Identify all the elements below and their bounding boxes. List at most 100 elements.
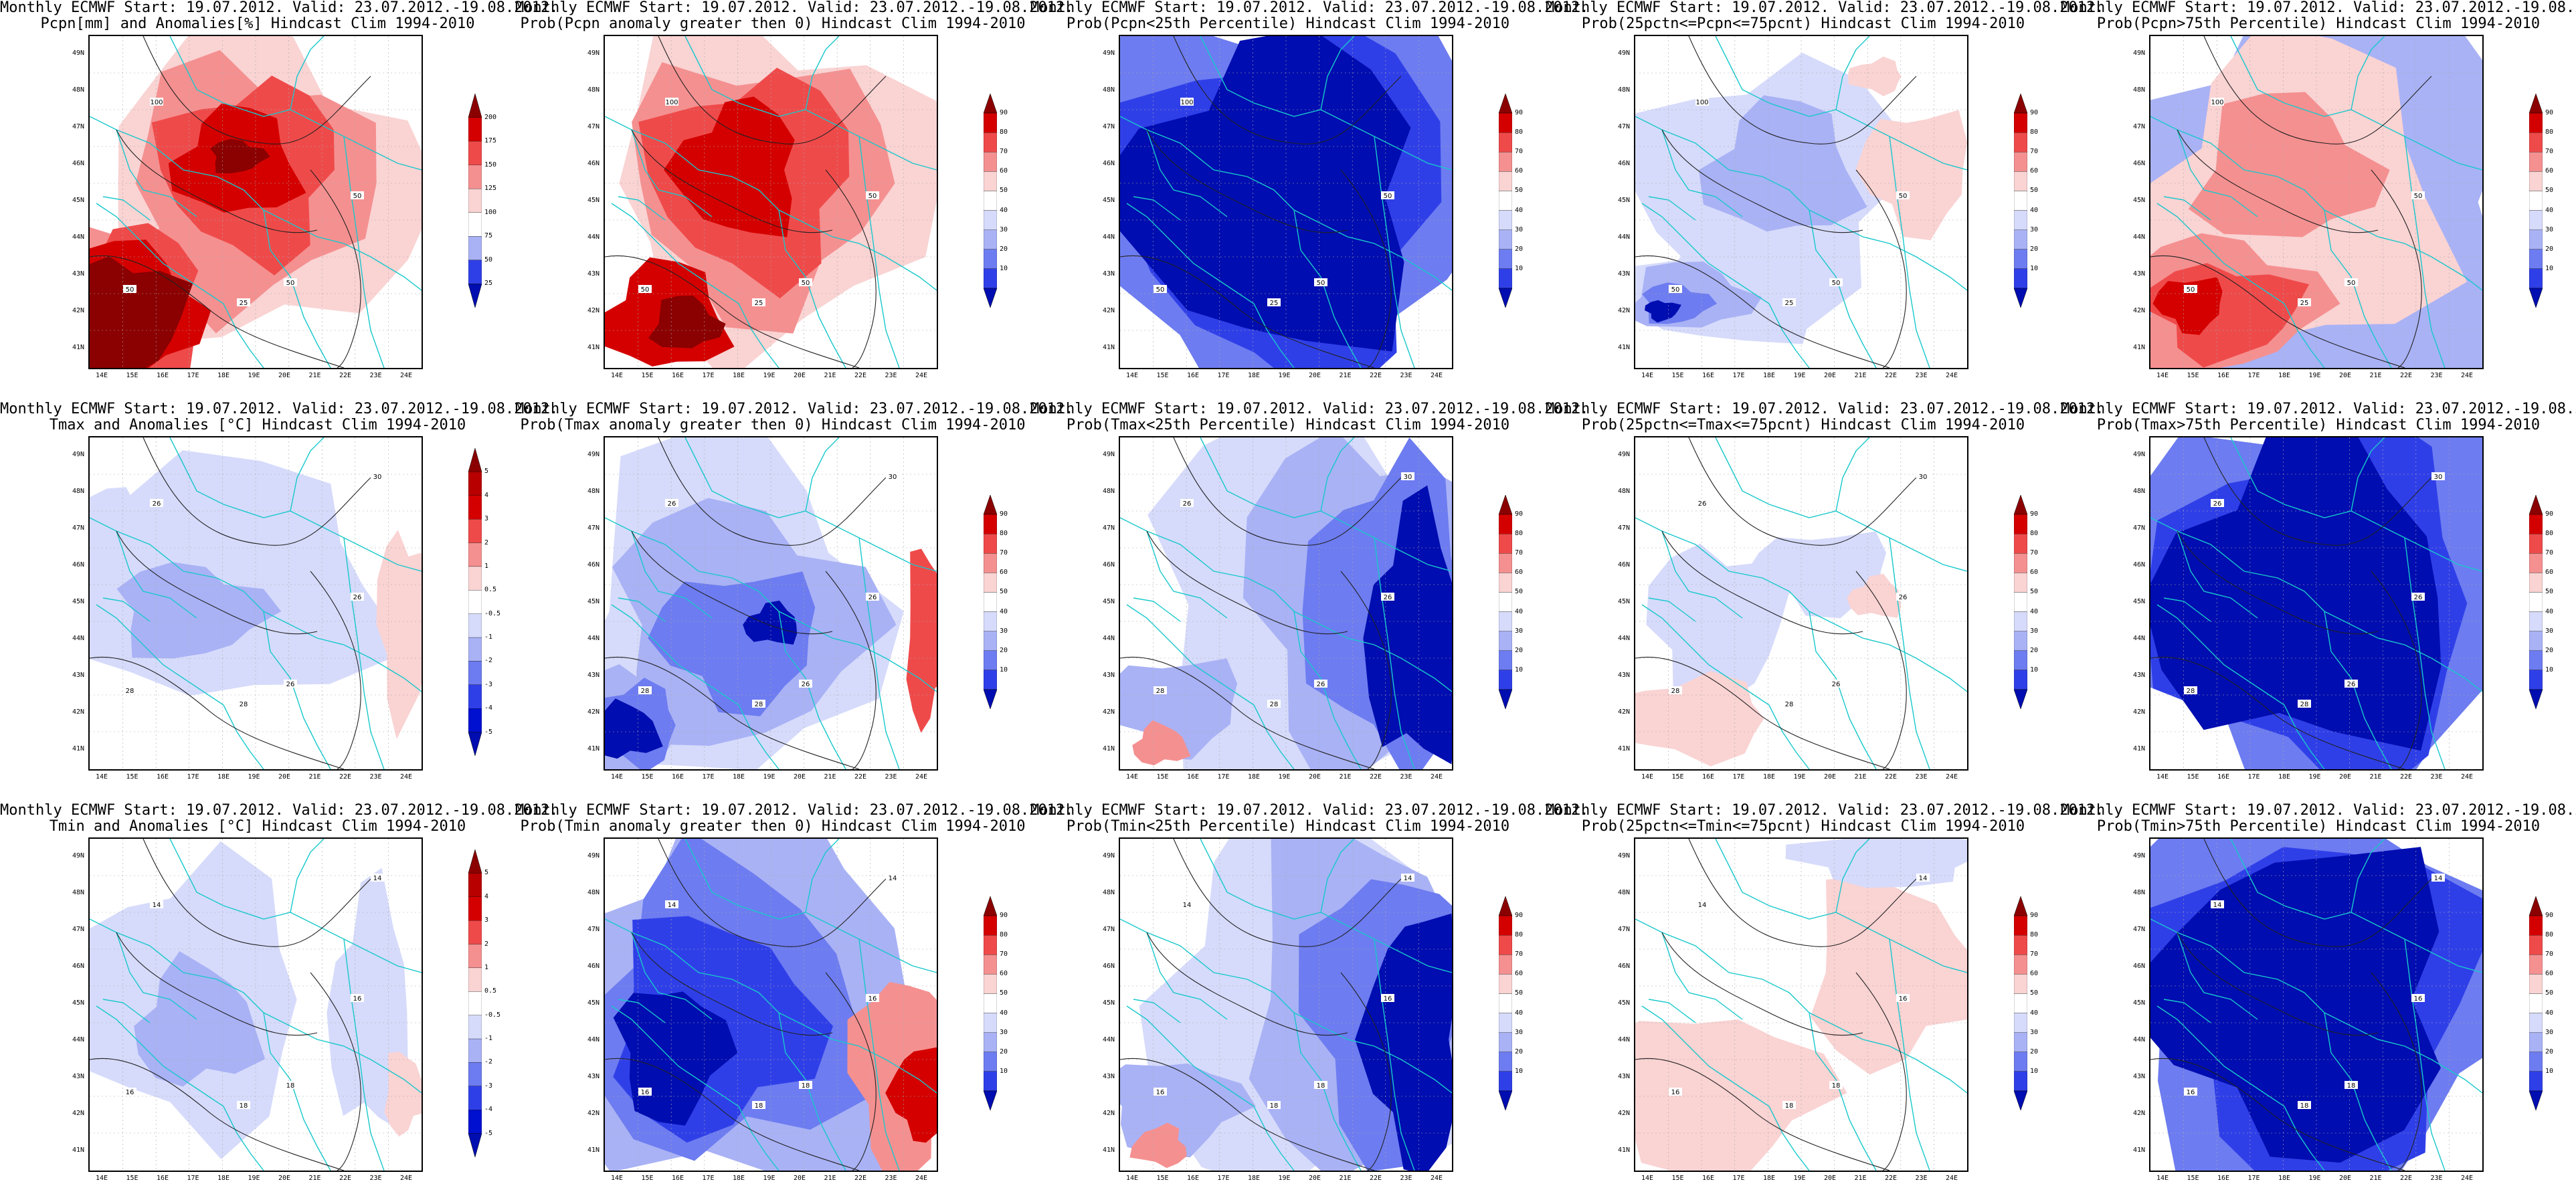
- colorbar-tick-label: 10: [1000, 1067, 1008, 1075]
- colorbar-segment: [2014, 132, 2027, 153]
- contour-line: [2371, 571, 2422, 769]
- longitude-label: 19E: [763, 773, 775, 781]
- colorbar-segment: [468, 189, 482, 213]
- contour-label: 16: [2184, 1088, 2197, 1096]
- longitude-label: 21E: [308, 372, 321, 379]
- svg-text:50: 50: [641, 286, 650, 294]
- border-line: [102, 196, 151, 221]
- colorbar-segment: [2014, 112, 2027, 133]
- latitude-label: 46N: [72, 963, 84, 970]
- colorbar-tick-label: 30: [1515, 627, 1524, 635]
- colorbar-cap: [984, 896, 997, 916]
- longitude-label: 15E: [641, 1175, 654, 1182]
- contour-label: 25: [1782, 298, 1796, 307]
- contour-line: [1661, 530, 1863, 635]
- latitude-label: 41N: [1102, 1146, 1115, 1154]
- latitude-label: 44N: [587, 635, 600, 642]
- svg-text:14: 14: [2213, 902, 2222, 909]
- latitude-label: 48N: [1102, 889, 1115, 896]
- colorbar-segment: [2014, 974, 2027, 994]
- colorbar-tick-label: -0.5: [484, 1011, 501, 1019]
- svg-text:16: 16: [1899, 995, 1908, 1003]
- colorbar-segment: [984, 650, 997, 670]
- contour-label: 26: [1381, 593, 1394, 601]
- colorbar-tick-label: 80: [2545, 128, 2554, 136]
- latitude-label: 44N: [587, 1036, 600, 1043]
- longitude-label: 16E: [2217, 773, 2230, 781]
- latitude-label: 49N: [2132, 451, 2145, 458]
- longitude-label: 16E: [1186, 1175, 1200, 1182]
- border-line: [1133, 597, 1181, 622]
- colorbar-segment: [1499, 268, 1512, 289]
- contour-line: [1855, 972, 1907, 1171]
- map-plot: 14 16 16 18 18 14: [1634, 837, 1968, 1172]
- latitude-label: 42N: [2132, 1110, 2145, 1117]
- contour-label: 26: [351, 593, 364, 601]
- latitude-label: 44N: [1617, 1036, 1630, 1043]
- latitude-label: 47N: [72, 524, 84, 532]
- colorbar-segment: [2529, 1071, 2543, 1092]
- colorbar-tick-label: 60: [2030, 167, 2039, 175]
- svg-text:28: 28: [1671, 688, 1680, 695]
- longitude-label: 20E: [2338, 1175, 2352, 1182]
- longitude-label: 15E: [1671, 1175, 1684, 1182]
- colorbar-tick-label: -3: [484, 1082, 493, 1090]
- colorbar-segment: [2014, 229, 2027, 249]
- contour-line: [2203, 437, 2432, 546]
- svg-text:28: 28: [2300, 701, 2309, 708]
- latitude-label: 44N: [72, 233, 84, 241]
- contour-label: 18: [752, 1101, 765, 1110]
- border-line: [343, 537, 385, 769]
- contour-label: 100: [2211, 98, 2224, 106]
- longitude-label: 22E: [1884, 773, 1898, 781]
- panel-title: Monthly ECMWF Start: 19.07.2012. Valid: …: [1030, 802, 1589, 819]
- colorbar-tick-label: 80: [2545, 530, 2554, 538]
- svg-text:50: 50: [353, 193, 362, 200]
- border-line: [1320, 437, 1355, 512]
- svg-text:18: 18: [2347, 1082, 2356, 1090]
- colorbar-segment: [468, 472, 482, 496]
- longitude-label: 18E: [732, 372, 745, 379]
- colorbar-segment: [1499, 152, 1512, 172]
- border-line: [116, 932, 197, 1020]
- border-line: [343, 938, 385, 1171]
- colorbar-tick-label: 30: [2030, 1028, 2039, 1036]
- svg-text:25: 25: [1785, 300, 1794, 307]
- longitude-label: 24E: [915, 372, 928, 379]
- border-line: [2351, 36, 2385, 110]
- longitude-label: 20E: [1823, 372, 1837, 379]
- latitude-label: 45N: [2132, 598, 2145, 605]
- forecast-panel: Monthly ECMWF Start: 19.07.2012. Valid: …: [1030, 802, 1589, 1204]
- border-line: [116, 530, 197, 619]
- longitude-label: 23E: [369, 372, 382, 379]
- latitude-label: 48N: [587, 889, 600, 896]
- colorbar-segment: [468, 661, 482, 685]
- contour-label: 18: [2298, 1101, 2311, 1110]
- colorbar: [1499, 94, 1512, 308]
- longitude-label: 24E: [2460, 773, 2474, 781]
- svg-text:14: 14: [373, 875, 382, 882]
- contour-label: 26: [799, 680, 812, 688]
- latitude-label: 46N: [2132, 963, 2145, 970]
- contour-line: [631, 530, 833, 635]
- longitude-label: 19E: [2308, 773, 2321, 781]
- svg-text:14: 14: [153, 902, 161, 909]
- border-line: [1648, 597, 1696, 622]
- filled-contour-area: [1635, 1019, 1847, 1171]
- colorbar-tick-label: 90: [2030, 510, 2039, 518]
- colorbar-tick-label: 20: [2545, 646, 2554, 654]
- colorbar-segment: [2014, 631, 2027, 651]
- latitude-label: 42N: [72, 1110, 84, 1117]
- border-line: [805, 36, 840, 110]
- colorbar-segment: [2014, 152, 2027, 172]
- svg-text:50: 50: [1899, 193, 1908, 200]
- latitude-label: 41N: [1617, 1146, 1630, 1154]
- latitude-label: 42N: [1102, 1110, 1115, 1117]
- latitude-label: 41N: [1102, 745, 1115, 752]
- longitude-label: 20E: [1823, 773, 1837, 781]
- latitude-label: 42N: [1617, 1110, 1630, 1117]
- border-line: [2163, 999, 2211, 1023]
- colorbar-segment: [468, 1086, 482, 1110]
- longitude-label: 17E: [187, 372, 199, 379]
- colorbar-tick-label: 40: [2030, 206, 2039, 214]
